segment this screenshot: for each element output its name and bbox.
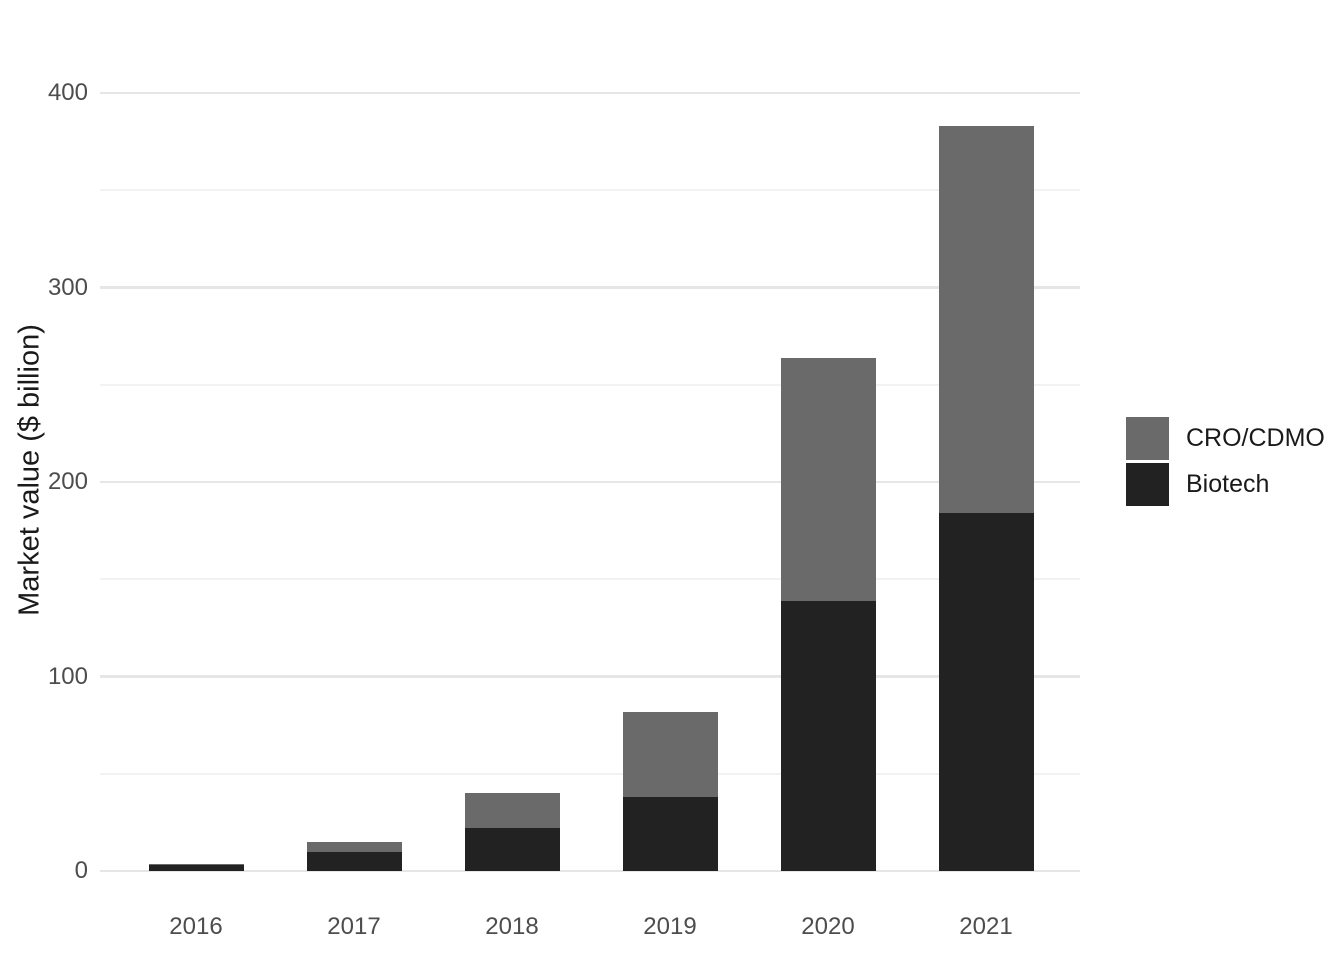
bar-segment-biotech-2016 [148, 865, 244, 871]
y-tick-label-400: 400 [47, 79, 88, 106]
y-tick-label-100: 100 [47, 662, 88, 690]
legend-label: Biotech [1186, 470, 1270, 498]
x-tick-label-2016: 2016 [169, 913, 223, 940]
x-tick-label-2017: 2017 [327, 913, 381, 940]
major-gridline [100, 286, 1080, 289]
major-gridline [100, 91, 1080, 95]
y-tick-label-200: 200 [47, 468, 88, 495]
legend-swatch-icon [1126, 463, 1169, 506]
bar-segment-cro-cdmo-2019 [622, 711, 718, 798]
minor-gridline [100, 772, 1080, 775]
minor-gridline [100, 578, 1080, 581]
legend-label: CRO/CDMO [1186, 424, 1325, 452]
x-tick-label-2019: 2019 [643, 913, 697, 940]
bar-segment-biotech-2020 [780, 600, 876, 871]
legend-item-cro-cdmo: CRO/CDMO [1126, 417, 1325, 460]
x-tick-label-2020: 2020 [801, 913, 855, 940]
bar-segment-cro-cdmo-2020 [780, 357, 876, 601]
legend-swatch-icon [1126, 417, 1169, 460]
bar-segment-cro-cdmo-2017 [306, 841, 402, 852]
major-gridline [100, 675, 1080, 678]
legend: CRO/CDMO Biotech [1126, 417, 1325, 506]
bar-segment-biotech-2017 [306, 851, 402, 871]
x-tick-label-2021: 2021 [959, 913, 1013, 940]
bar-segment-cro-cdmo-2016 [148, 864, 244, 866]
minor-gridline [100, 189, 1080, 192]
bar-segment-biotech-2019 [622, 797, 718, 871]
major-gridline [100, 480, 1080, 484]
y-tick-label-0: 0 [74, 857, 88, 884]
minor-gridline [100, 383, 1080, 386]
major-gridline [100, 869, 1080, 873]
legend-item-biotech: Biotech [1126, 463, 1325, 506]
bar-segment-cro-cdmo-2018 [464, 793, 560, 829]
bar-segment-biotech-2021 [938, 513, 1034, 871]
y-tick-label-300: 300 [47, 273, 88, 301]
bar-segment-cro-cdmo-2021 [938, 126, 1034, 514]
bar-segment-biotech-2018 [464, 828, 560, 871]
x-tick-label-2018: 2018 [485, 913, 539, 940]
